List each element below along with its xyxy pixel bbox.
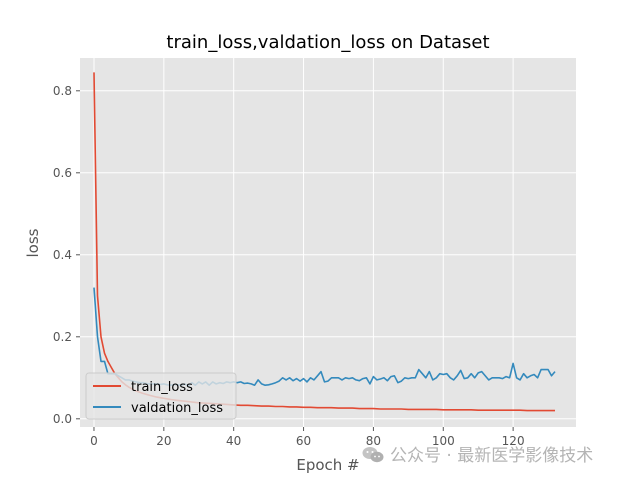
axis-ticks: 0 20 40 60 80 100 120 0.0 0.2 0.4 0.6 0.8 bbox=[53, 84, 525, 448]
y-tick-label: 0.6 bbox=[53, 166, 72, 180]
x-tick-label: 60 bbox=[296, 434, 311, 448]
legend-label-train-loss: train_loss bbox=[131, 380, 193, 395]
legend: train_loss valdation_loss bbox=[85, 372, 237, 420]
y-tick-label: 0.0 bbox=[53, 412, 72, 426]
wechat-icon bbox=[362, 446, 384, 464]
y-tick-label: 0.8 bbox=[53, 84, 72, 98]
chart-title: train_loss,valdation_loss on Dataset bbox=[166, 32, 489, 53]
legend-box bbox=[85, 372, 237, 420]
y-tick-label: 0.2 bbox=[53, 330, 72, 344]
x-tick-label: 120 bbox=[502, 434, 525, 448]
x-tick-label: 80 bbox=[366, 434, 381, 448]
legend-label-valdation-loss: valdation_loss bbox=[131, 401, 223, 416]
x-axis-label: Epoch # bbox=[296, 456, 359, 474]
watermark-text: 公众号 · 最新医学影像技术 bbox=[390, 446, 594, 466]
y-axis-label: loss bbox=[24, 228, 42, 257]
grid bbox=[80, 58, 576, 427]
x-tick-label: 20 bbox=[156, 434, 171, 448]
x-tick-label: 40 bbox=[226, 434, 241, 448]
plot-area bbox=[80, 58, 576, 427]
watermark: 公众号 · 最新医学影像技术 bbox=[362, 441, 593, 466]
x-tick-label: 0 bbox=[90, 434, 98, 448]
x-tick-label: 100 bbox=[432, 434, 455, 448]
y-tick-label: 0.4 bbox=[53, 248, 72, 262]
